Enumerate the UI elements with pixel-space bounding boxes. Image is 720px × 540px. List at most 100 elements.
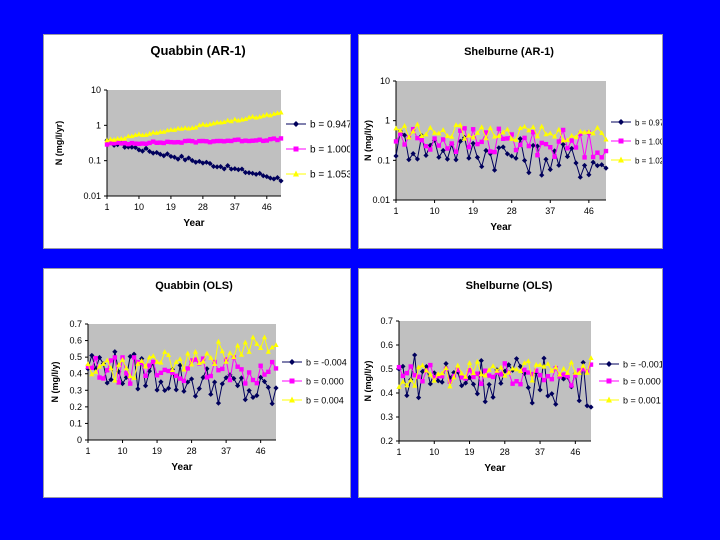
data-point-triangle — [96, 363, 103, 369]
data-point-square — [257, 137, 262, 142]
y-tick-label: 10 — [380, 76, 390, 86]
data-point-diamond — [483, 147, 489, 154]
legend-label: b = 0.975 — [635, 119, 662, 128]
data-point-triangle — [85, 361, 91, 366]
data-point-diamond — [545, 393, 551, 399]
data-point-triangle — [594, 124, 601, 130]
data-point-triangle — [534, 133, 541, 139]
data-point-diamond — [104, 380, 110, 386]
data-point-triangle — [227, 350, 233, 355]
data-point-triangle — [500, 129, 506, 135]
data-point-square — [549, 376, 555, 382]
data-point-triangle — [397, 127, 403, 133]
legend-label: b = 0.000 — [306, 377, 344, 387]
data-point-square — [216, 368, 221, 373]
data-point-triangle — [560, 365, 567, 371]
data-point-square — [470, 127, 476, 132]
data-point-square — [416, 374, 421, 379]
data-point-diamond — [443, 361, 449, 367]
data-point-square — [136, 141, 142, 147]
data-point-square — [537, 372, 543, 378]
data-point-diamond — [210, 163, 217, 170]
data-point-diamond — [393, 153, 399, 159]
data-point-triangle — [401, 123, 408, 128]
data-point-square — [186, 138, 191, 144]
x-tick-label: 10 — [430, 206, 440, 216]
data-point-triangle — [254, 341, 260, 346]
data-point-square — [415, 135, 420, 141]
y-tick-label: 0.5 — [69, 352, 82, 362]
data-point-square — [595, 150, 600, 155]
data-point-triangle — [517, 368, 524, 374]
data-point-square — [565, 374, 570, 379]
x-tick-label: 10 — [134, 202, 144, 212]
data-point-square — [565, 146, 570, 151]
data-point-diamond — [265, 384, 271, 390]
data-point-diamond — [143, 145, 149, 152]
data-point-triangle — [513, 366, 520, 372]
y-tick-label: 0.5 — [380, 364, 393, 374]
data-point-triangle — [427, 371, 433, 377]
data-point-diamond — [207, 160, 213, 167]
data-point-diamond — [278, 178, 284, 184]
data-point-triangle — [258, 345, 264, 350]
x-axis-label: Year — [490, 222, 511, 233]
data-point-triangle — [215, 338, 222, 344]
data-point-triangle — [265, 348, 271, 354]
data-point-diamond — [423, 363, 430, 370]
data-point-triangle — [200, 121, 206, 127]
data-point-square — [396, 364, 402, 370]
data-point-square — [278, 136, 284, 141]
y-tick-label: 0.7 — [69, 319, 82, 329]
data-point-triangle — [581, 129, 588, 135]
data-point-triangle — [543, 131, 549, 137]
data-point-square — [200, 138, 206, 144]
data-point-square — [402, 142, 407, 147]
data-point-square — [204, 375, 210, 380]
data-point-triangle — [491, 133, 498, 139]
data-point-diamond — [93, 366, 99, 372]
legend-label: b = 0.001 — [623, 396, 661, 406]
data-point-triangle — [580, 362, 586, 368]
data-point-triangle — [572, 369, 578, 375]
data-point-square — [518, 142, 523, 148]
data-point-square — [243, 381, 248, 386]
data-point-square — [220, 366, 225, 372]
data-point-diamond — [404, 392, 410, 399]
data-point-triangle — [410, 128, 416, 134]
data-point-square — [140, 141, 145, 146]
data-point-diamond — [459, 383, 465, 389]
data-point-square — [158, 370, 164, 376]
data-point-triangle — [533, 361, 539, 367]
y-tick-label: 0.2 — [380, 436, 393, 446]
data-point-square — [189, 358, 194, 363]
legend-marker — [289, 359, 295, 365]
data-point-square — [197, 138, 202, 144]
data-point-triangle — [204, 350, 210, 356]
y-tick-label: 0.1 — [69, 418, 82, 428]
data-point-triangle — [436, 130, 442, 136]
data-point-triangle — [108, 365, 114, 371]
x-tick-label: 1 — [396, 447, 401, 457]
data-point-square — [204, 139, 209, 144]
data-point-square — [449, 141, 454, 146]
data-point-triangle — [564, 370, 571, 375]
data-point-square — [126, 141, 131, 147]
data-point-square — [175, 139, 181, 145]
data-point-square — [131, 355, 137, 360]
x-tick-label: 19 — [468, 206, 478, 216]
data-point-square — [435, 373, 441, 379]
data-point-triangle — [139, 132, 146, 138]
data-point-square — [250, 377, 256, 383]
data-point-square — [505, 136, 510, 141]
data-point-square — [420, 379, 425, 384]
data-point-diamond — [129, 144, 135, 150]
data-point-triangle — [100, 361, 106, 366]
data-point-triangle — [168, 126, 174, 132]
legend-marker — [606, 378, 612, 384]
data-point-square — [569, 383, 574, 388]
data-point-triangle — [93, 368, 99, 374]
data-point-square — [453, 149, 459, 154]
data-point-square — [393, 139, 399, 144]
data-point-triangle — [228, 118, 234, 124]
